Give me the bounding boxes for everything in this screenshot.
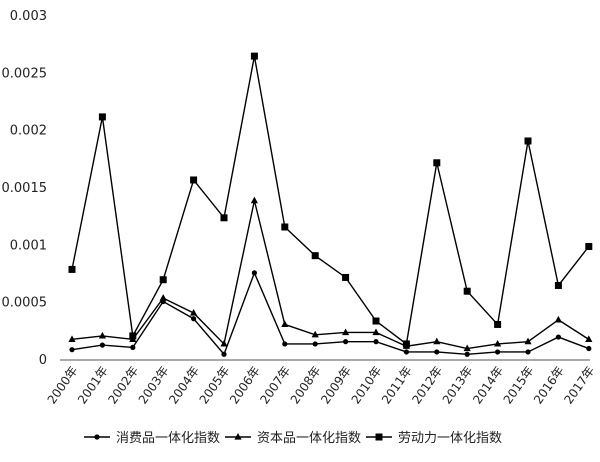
data-point [554, 281, 562, 289]
data-point [585, 335, 593, 342]
y-tick-label: 0.002 [10, 124, 47, 139]
legend: 消费品一体化指数 资本品一体化指数 劳动力一体化指数 [84, 430, 502, 446]
x-tick-label: 2013年 [440, 364, 476, 407]
series-circle [69, 270, 592, 357]
data-point [554, 315, 562, 323]
data-point [494, 320, 502, 328]
data-point [98, 331, 106, 339]
data-point [311, 252, 319, 260]
data-point [342, 328, 350, 336]
data-point [250, 52, 258, 60]
x-tick-label: 2015年 [501, 364, 537, 407]
data-point [69, 347, 75, 353]
data-point [433, 159, 441, 167]
x-tick-label: 2006年 [227, 364, 263, 407]
data-point [372, 317, 380, 325]
data-point [98, 113, 106, 121]
y-axis: 0 0.0005 0.001 0.0015 0.002 0.0025 0.003 [2, 9, 48, 368]
legend-item: 消费品一体化指数 [84, 431, 220, 446]
data-point [251, 270, 257, 276]
data-point [191, 316, 197, 322]
data-point [130, 344, 136, 350]
x-tick-label: 2014年 [470, 364, 506, 407]
data-point [585, 242, 593, 250]
series-layer [68, 52, 593, 357]
data-point [250, 196, 258, 204]
data-point [403, 349, 409, 355]
legend-item: 劳动力一体化指数 [366, 430, 502, 446]
data-point [220, 214, 228, 222]
x-tick-label: 2005年 [197, 364, 233, 407]
legend-label: 资本品一体化指数 [257, 431, 361, 446]
data-point [129, 332, 137, 340]
data-point [221, 351, 227, 357]
data-point [525, 349, 531, 355]
legend-marker [375, 433, 383, 441]
x-tick-label: 2008年 [288, 364, 324, 407]
series-square [68, 52, 593, 348]
series-line [71, 270, 590, 356]
data-point [68, 335, 76, 342]
data-point [372, 328, 380, 336]
x-tick-label: 2003年 [136, 364, 172, 407]
series-line [71, 200, 590, 350]
x-tick-label: 2010年 [349, 364, 385, 407]
x-tick-label: 2000年 [45, 364, 81, 407]
data-point [190, 308, 198, 316]
data-point [159, 276, 167, 284]
y-tick-label: 0.001 [10, 238, 47, 253]
data-point [281, 223, 289, 231]
x-axis: 2000年2001年2002年2003年2004年2005年2006年2007年… [45, 359, 597, 407]
x-tick-label: 2004年 [166, 364, 202, 407]
data-point [312, 341, 318, 347]
data-point [524, 337, 532, 345]
data-point [464, 351, 470, 357]
data-point [495, 349, 501, 355]
x-tick-label: 2001年 [75, 364, 111, 407]
data-point [343, 339, 349, 345]
data-point [494, 339, 502, 347]
data-point [524, 137, 532, 145]
data-point [342, 273, 350, 281]
legend-marker [234, 433, 242, 440]
x-tick-label: 2007年 [257, 364, 293, 407]
data-point [402, 340, 410, 348]
x-tick-label: 2012年 [409, 364, 445, 407]
data-point [281, 320, 289, 328]
y-tick-label: 0 [39, 353, 47, 368]
x-tick-label: 2017年 [561, 364, 597, 407]
data-point [434, 349, 440, 355]
data-point [282, 341, 288, 347]
y-tick-label: 0.003 [10, 9, 47, 24]
legend-label: 消费品一体化指数 [116, 431, 220, 446]
data-point [190, 176, 198, 184]
legend-marker [94, 434, 100, 440]
data-point [586, 345, 592, 352]
x-tick-label: 2002年 [105, 364, 141, 407]
series-triangle [68, 196, 593, 352]
data-point [220, 339, 228, 347]
data-point [311, 330, 319, 338]
series-line [71, 56, 590, 346]
data-point [433, 337, 441, 345]
x-tick-label: 2011年 [379, 364, 415, 407]
data-point [463, 344, 471, 352]
data-point [463, 287, 471, 295]
y-tick-label: 0.0015 [2, 181, 48, 196]
data-point [99, 342, 105, 348]
data-point [159, 294, 167, 301]
y-tick-label: 0.0025 [2, 66, 48, 81]
data-point [68, 265, 76, 273]
legend-item: 资本品一体化指数 [225, 431, 361, 446]
legend-label: 劳动力一体化指数 [398, 430, 502, 446]
data-point [373, 339, 379, 345]
x-tick-label: 2016年 [531, 364, 567, 407]
x-tick-label: 2009年 [318, 364, 354, 407]
y-tick-label: 0.0005 [2, 296, 48, 311]
data-point [555, 334, 562, 340]
